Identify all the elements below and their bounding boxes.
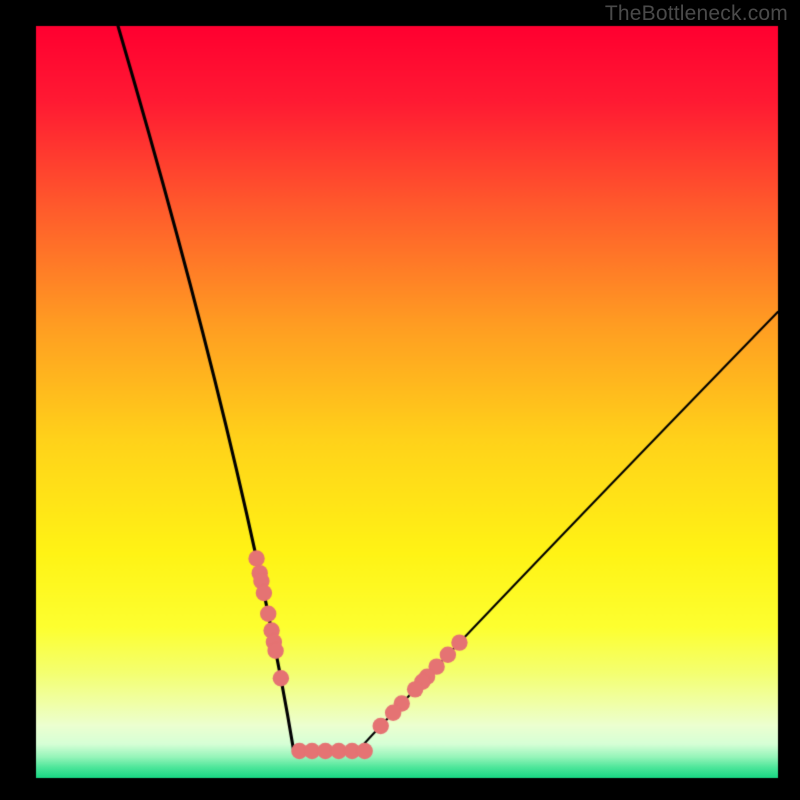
chart-stage: TheBottleneck.com — [0, 0, 800, 800]
bottleneck-chart-canvas — [0, 0, 800, 800]
